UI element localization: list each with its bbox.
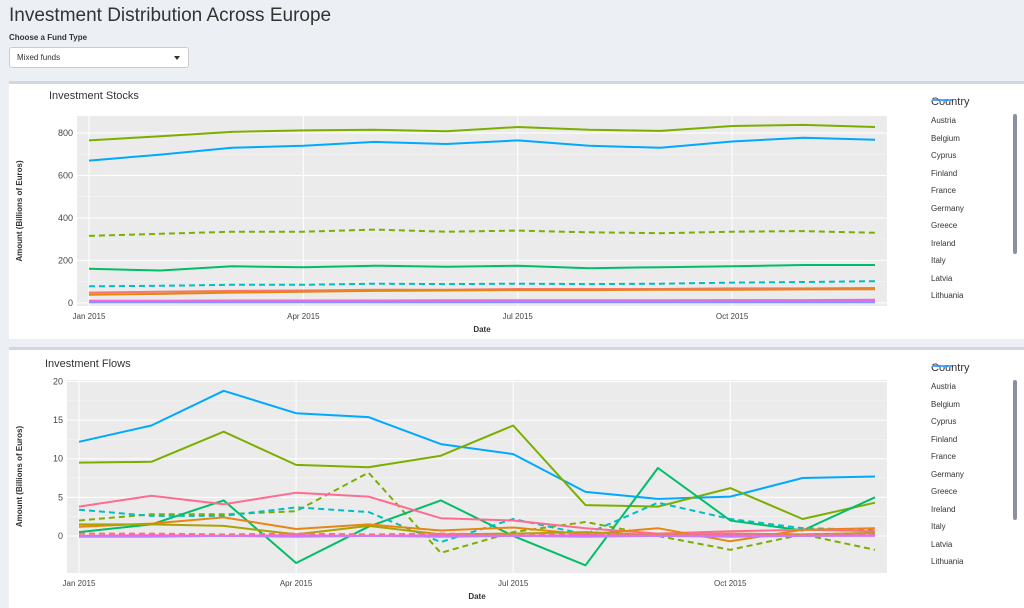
legend-label: France — [931, 452, 956, 461]
plot-background — [67, 380, 887, 573]
legend-label: Belgium — [931, 400, 960, 409]
legend-label: Greece — [931, 221, 957, 230]
legend-item[interactable]: Italy — [931, 518, 1021, 536]
legend-item[interactable]: Lithuania — [931, 287, 1021, 305]
page-title: Investment Distribution Across Europe — [9, 5, 331, 27]
plot-background — [77, 116, 887, 306]
legend-item[interactable]: Belgium — [931, 396, 1021, 414]
y-tick-label: 10 — [53, 454, 63, 464]
y-axis-title: Amount (Billions of Euros) — [15, 426, 24, 528]
legend-label: Cyprus — [931, 417, 956, 426]
legend-label: Ireland — [931, 239, 955, 248]
legend-item[interactable]: Latvia — [931, 536, 1021, 554]
legend-scrollbar[interactable] — [1013, 380, 1017, 520]
legend-label: Ireland — [931, 505, 955, 514]
x-axis-title: Date — [473, 325, 491, 334]
legend-label: Austria — [931, 116, 956, 125]
x-tick-label: Jul 2015 — [498, 579, 529, 588]
x-tick-label: Apr 2015 — [280, 579, 313, 588]
legend-label: Germany — [931, 470, 964, 479]
y-tick-label: 15 — [53, 415, 63, 425]
x-tick-label: Apr 2015 — [287, 312, 320, 321]
series-line[interactable] — [79, 536, 875, 537]
legend-label: Finland — [931, 169, 957, 178]
legend-item[interactable]: France — [931, 448, 1021, 466]
legend-label: Belgium — [931, 134, 960, 143]
legend-item[interactable]: Cyprus — [931, 147, 1021, 165]
legend-item[interactable]: Greece — [931, 483, 1021, 501]
legend-item[interactable]: Italy — [931, 252, 1021, 270]
y-tick-label: 5 — [58, 492, 63, 502]
y-tick-label: 0 — [58, 531, 63, 541]
x-axis-title: Date — [468, 592, 486, 601]
legend-item[interactable]: Lithuania — [931, 553, 1021, 571]
legend-label: Finland — [931, 435, 957, 444]
x-tick-label: Oct 2015 — [716, 312, 749, 321]
legend-swatch — [931, 96, 953, 104]
chevron-down-icon[interactable] — [174, 56, 180, 60]
fund-type-select[interactable]: Mixed funds — [9, 47, 189, 68]
legend-item[interactable]: Ireland — [931, 235, 1021, 253]
legend-item[interactable]: Finland — [931, 165, 1021, 183]
y-tick-label: 200 — [58, 255, 73, 265]
y-tick-label: 0 — [68, 298, 73, 308]
legend-item[interactable]: Austria — [931, 112, 1021, 130]
y-tick-label: 600 — [58, 170, 73, 180]
investment-flows-chart: 0 5 10 15 20 Jan 2015 Apr 2015 Jul 2015 Oct 2015… — [9, 350, 919, 608]
legend-label: Greece — [931, 487, 957, 496]
investment-stocks-chart: 0 200 400 600 800 Jan 2015 Apr 2015 Jul 2015 Oct… — [9, 84, 919, 339]
legend-scrollbar[interactable] — [1013, 114, 1017, 254]
legend-item[interactable]: Belgium — [931, 130, 1021, 148]
legend-item[interactable]: Greece — [931, 217, 1021, 235]
legend-label: France — [931, 186, 956, 195]
legend-label: Austria — [931, 382, 956, 391]
y-axis-title: Amount (Billions of Euros) — [15, 160, 24, 262]
x-tick-label: Jan 2015 — [73, 312, 106, 321]
legend-label: Germany — [931, 204, 964, 213]
y-tick-label: 800 — [58, 128, 73, 138]
legend-label: Lithuania — [931, 557, 963, 566]
x-tick-label: Jul 2015 — [503, 312, 534, 321]
y-tick-label: 400 — [58, 213, 73, 223]
legend-label: Latvia — [931, 540, 952, 549]
legend-label: Italy — [931, 522, 946, 531]
legend-item[interactable]: Austria — [931, 378, 1021, 396]
legend-label: Lithuania — [931, 291, 963, 300]
fund-type-selected-value: Mixed funds — [17, 53, 60, 62]
legend-label: Cyprus — [931, 151, 956, 160]
legend-item[interactable]: Germany — [931, 200, 1021, 218]
legend-label: Latvia — [931, 274, 952, 283]
legend-item[interactable]: Cyprus — [931, 413, 1021, 431]
legend-item[interactable]: Latvia — [931, 270, 1021, 288]
legend-item[interactable]: France — [931, 182, 1021, 200]
legend-item[interactable]: Finland — [931, 431, 1021, 449]
legend-item[interactable]: Germany — [931, 466, 1021, 484]
legend-item[interactable]: Ireland — [931, 501, 1021, 519]
x-tick-label: Jan 2015 — [63, 579, 96, 588]
legend-swatch — [931, 362, 953, 370]
x-tick-label: Oct 2015 — [714, 579, 747, 588]
fund-type-label: Choose a Fund Type — [9, 33, 87, 42]
y-tick-label: 20 — [53, 377, 63, 387]
legend-label: Italy — [931, 256, 946, 265]
